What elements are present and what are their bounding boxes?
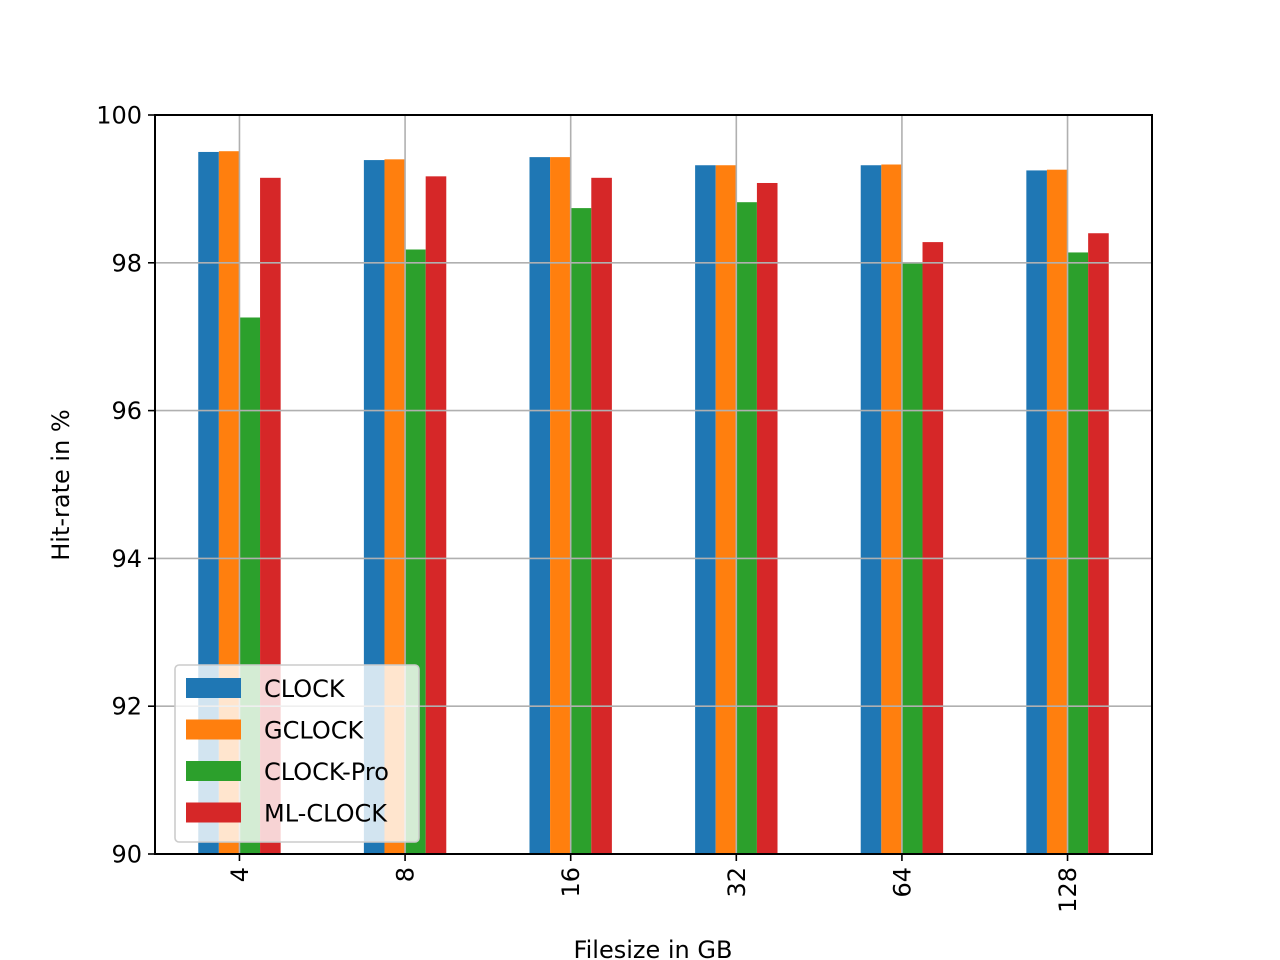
- x-tick-label: 128: [1054, 867, 1082, 913]
- bar-gclock-32: [715, 165, 737, 854]
- bar-gclock-16: [550, 157, 571, 854]
- x-tick-label: 4: [226, 867, 254, 882]
- legend-label-clock: CLOCK: [264, 675, 346, 703]
- legend-label-ml-clock: ML-CLOCK: [264, 800, 388, 828]
- x-tick-label: 64: [888, 867, 916, 898]
- bar-gclock-128: [1046, 169, 1068, 854]
- bar-ml-clock-64: [922, 242, 944, 855]
- bar-ml-clock-16: [591, 177, 612, 854]
- bar-gclock-64: [881, 164, 902, 854]
- bar-clock-128: [1026, 170, 1047, 855]
- ticks-layer: 90 92 94 96 98 100 4 8 16 32 64 128: [96, 102, 1082, 913]
- y-axis-title: Hit-rate in %: [47, 409, 75, 560]
- bar-clock-pro-16: [570, 208, 592, 855]
- y-tick-label: 98: [111, 249, 142, 277]
- bar-clock-64: [860, 165, 882, 854]
- bar-clock-16: [529, 157, 551, 854]
- legend-label-clock-pro: CLOCK-Pro: [264, 758, 389, 786]
- legend: CLOCK GCLOCK CLOCK-Pro ML-CLOCK: [174, 664, 420, 843]
- y-tick-label: 96: [111, 397, 142, 425]
- x-tick-label: 16: [557, 867, 585, 898]
- bar-clock-pro-128: [1067, 252, 1089, 854]
- legend-swatch-clock-pro: [186, 761, 241, 781]
- bar-clock-pro-32: [736, 202, 757, 854]
- legend-swatch-gclock: [186, 719, 241, 740]
- bar-ml-clock-128: [1088, 233, 1109, 855]
- x-tick-label: 8: [392, 867, 420, 882]
- legend-label-gclock: GCLOCK: [264, 717, 365, 745]
- x-axis-title: Filesize in GB: [574, 936, 733, 960]
- y-tick-label: 90: [111, 841, 142, 869]
- bar-ml-clock-32: [756, 182, 778, 855]
- legend-swatch-clock: [186, 678, 241, 698]
- y-tick-label: 94: [111, 545, 142, 573]
- bar-ml-clock-8: [425, 176, 447, 855]
- legend-box: [174, 664, 420, 843]
- bar-clock-32: [695, 165, 716, 854]
- y-tick-label: 100: [96, 102, 142, 130]
- x-tick-label: 32: [723, 867, 751, 898]
- y-tick-label: 92: [111, 693, 142, 721]
- legend-swatch-ml-clock: [186, 802, 241, 823]
- plot-frame: [154, 114, 1153, 855]
